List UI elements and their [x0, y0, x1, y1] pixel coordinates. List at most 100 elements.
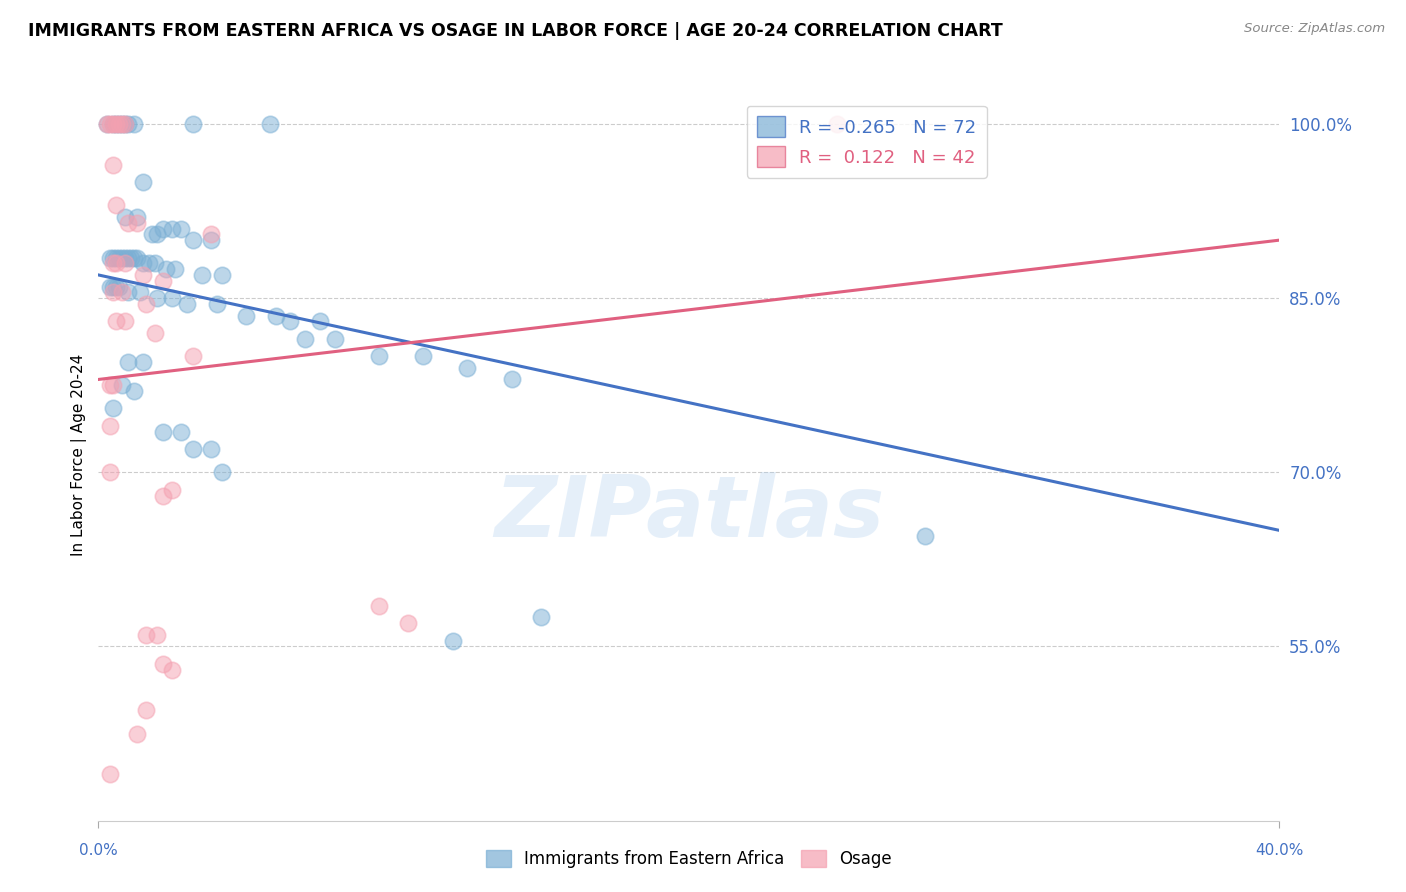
Point: [122, 251, 145, 265]
Point: [114, 251, 136, 265]
Point: [128, 285, 150, 300]
Point: [117, 251, 139, 265]
Point: [176, 297, 198, 311]
Point: [114, 117, 136, 131]
Point: [162, 291, 183, 305]
Point: [368, 349, 391, 363]
Point: [105, 198, 128, 212]
Point: [105, 117, 128, 131]
Point: [264, 309, 287, 323]
Point: [98, 466, 121, 480]
Point: [125, 251, 148, 265]
Point: [122, 117, 145, 131]
Point: [162, 483, 183, 497]
Point: [132, 175, 155, 189]
Point: [103, 378, 125, 392]
Point: [200, 227, 222, 242]
Point: [132, 268, 155, 282]
Point: [181, 233, 204, 247]
Point: [456, 360, 478, 375]
Point: [205, 297, 228, 311]
Text: ZIPatlas: ZIPatlas: [494, 472, 884, 555]
Point: [146, 291, 169, 305]
Point: [211, 268, 233, 282]
Legend: Immigrants from Eastern Africa, Osage: Immigrants from Eastern Africa, Osage: [479, 843, 898, 874]
Point: [278, 314, 302, 328]
Point: [181, 442, 204, 456]
Point: [108, 117, 131, 131]
Point: [103, 401, 125, 416]
Point: [103, 279, 125, 293]
Point: [211, 466, 233, 480]
Text: Source: ZipAtlas.com: Source: ZipAtlas.com: [1244, 22, 1385, 36]
Point: [98, 279, 121, 293]
Point: [114, 256, 136, 270]
Point: [132, 355, 155, 369]
Point: [309, 314, 332, 328]
Point: [170, 221, 193, 235]
Point: [98, 117, 121, 131]
Point: [914, 529, 936, 543]
Point: [396, 616, 419, 631]
Point: [108, 117, 131, 131]
Point: [155, 262, 177, 277]
Text: 0.0%: 0.0%: [79, 843, 118, 858]
Point: [146, 628, 169, 642]
Point: [105, 117, 128, 131]
Point: [162, 221, 183, 235]
Point: [98, 251, 121, 265]
Point: [191, 268, 214, 282]
Point: [114, 210, 136, 224]
Point: [105, 251, 128, 265]
Point: [152, 274, 174, 288]
Text: IMMIGRANTS FROM EASTERN AFRICA VS OSAGE IN LABOR FORCE | AGE 20-24 CORRELATION C: IMMIGRANTS FROM EASTERN AFRICA VS OSAGE …: [28, 22, 1002, 40]
Point: [152, 221, 174, 235]
Point: [117, 216, 139, 230]
Point: [122, 384, 145, 398]
Point: [125, 216, 148, 230]
Point: [412, 349, 434, 363]
Point: [165, 262, 187, 277]
Point: [141, 227, 163, 242]
Point: [530, 610, 553, 624]
Point: [105, 279, 128, 293]
Point: [103, 158, 125, 172]
Point: [103, 117, 125, 131]
Point: [103, 285, 125, 300]
Point: [170, 425, 193, 439]
Point: [162, 663, 183, 677]
Point: [103, 256, 125, 270]
Point: [181, 349, 204, 363]
Point: [181, 117, 204, 131]
Point: [132, 256, 155, 270]
Point: [98, 767, 121, 781]
Point: [501, 372, 523, 386]
Point: [138, 256, 160, 270]
Point: [152, 657, 174, 671]
Point: [135, 297, 157, 311]
Point: [200, 442, 222, 456]
Point: [143, 256, 166, 270]
Point: [103, 251, 125, 265]
Point: [235, 309, 257, 323]
Point: [259, 117, 281, 131]
Point: [135, 628, 157, 642]
Point: [111, 251, 134, 265]
Text: 40.0%: 40.0%: [1256, 843, 1303, 858]
Point: [114, 117, 136, 131]
Point: [135, 703, 157, 717]
Point: [152, 489, 174, 503]
Point: [152, 425, 174, 439]
Point: [105, 256, 128, 270]
Point: [143, 326, 166, 340]
Point: [120, 251, 142, 265]
Point: [111, 285, 134, 300]
Point: [108, 251, 131, 265]
Point: [98, 378, 121, 392]
Point: [96, 117, 118, 131]
Point: [200, 233, 222, 247]
Point: [117, 355, 139, 369]
Y-axis label: In Labor Force | Age 20-24: In Labor Force | Age 20-24: [72, 354, 87, 556]
Point: [96, 117, 118, 131]
Point: [108, 279, 131, 293]
